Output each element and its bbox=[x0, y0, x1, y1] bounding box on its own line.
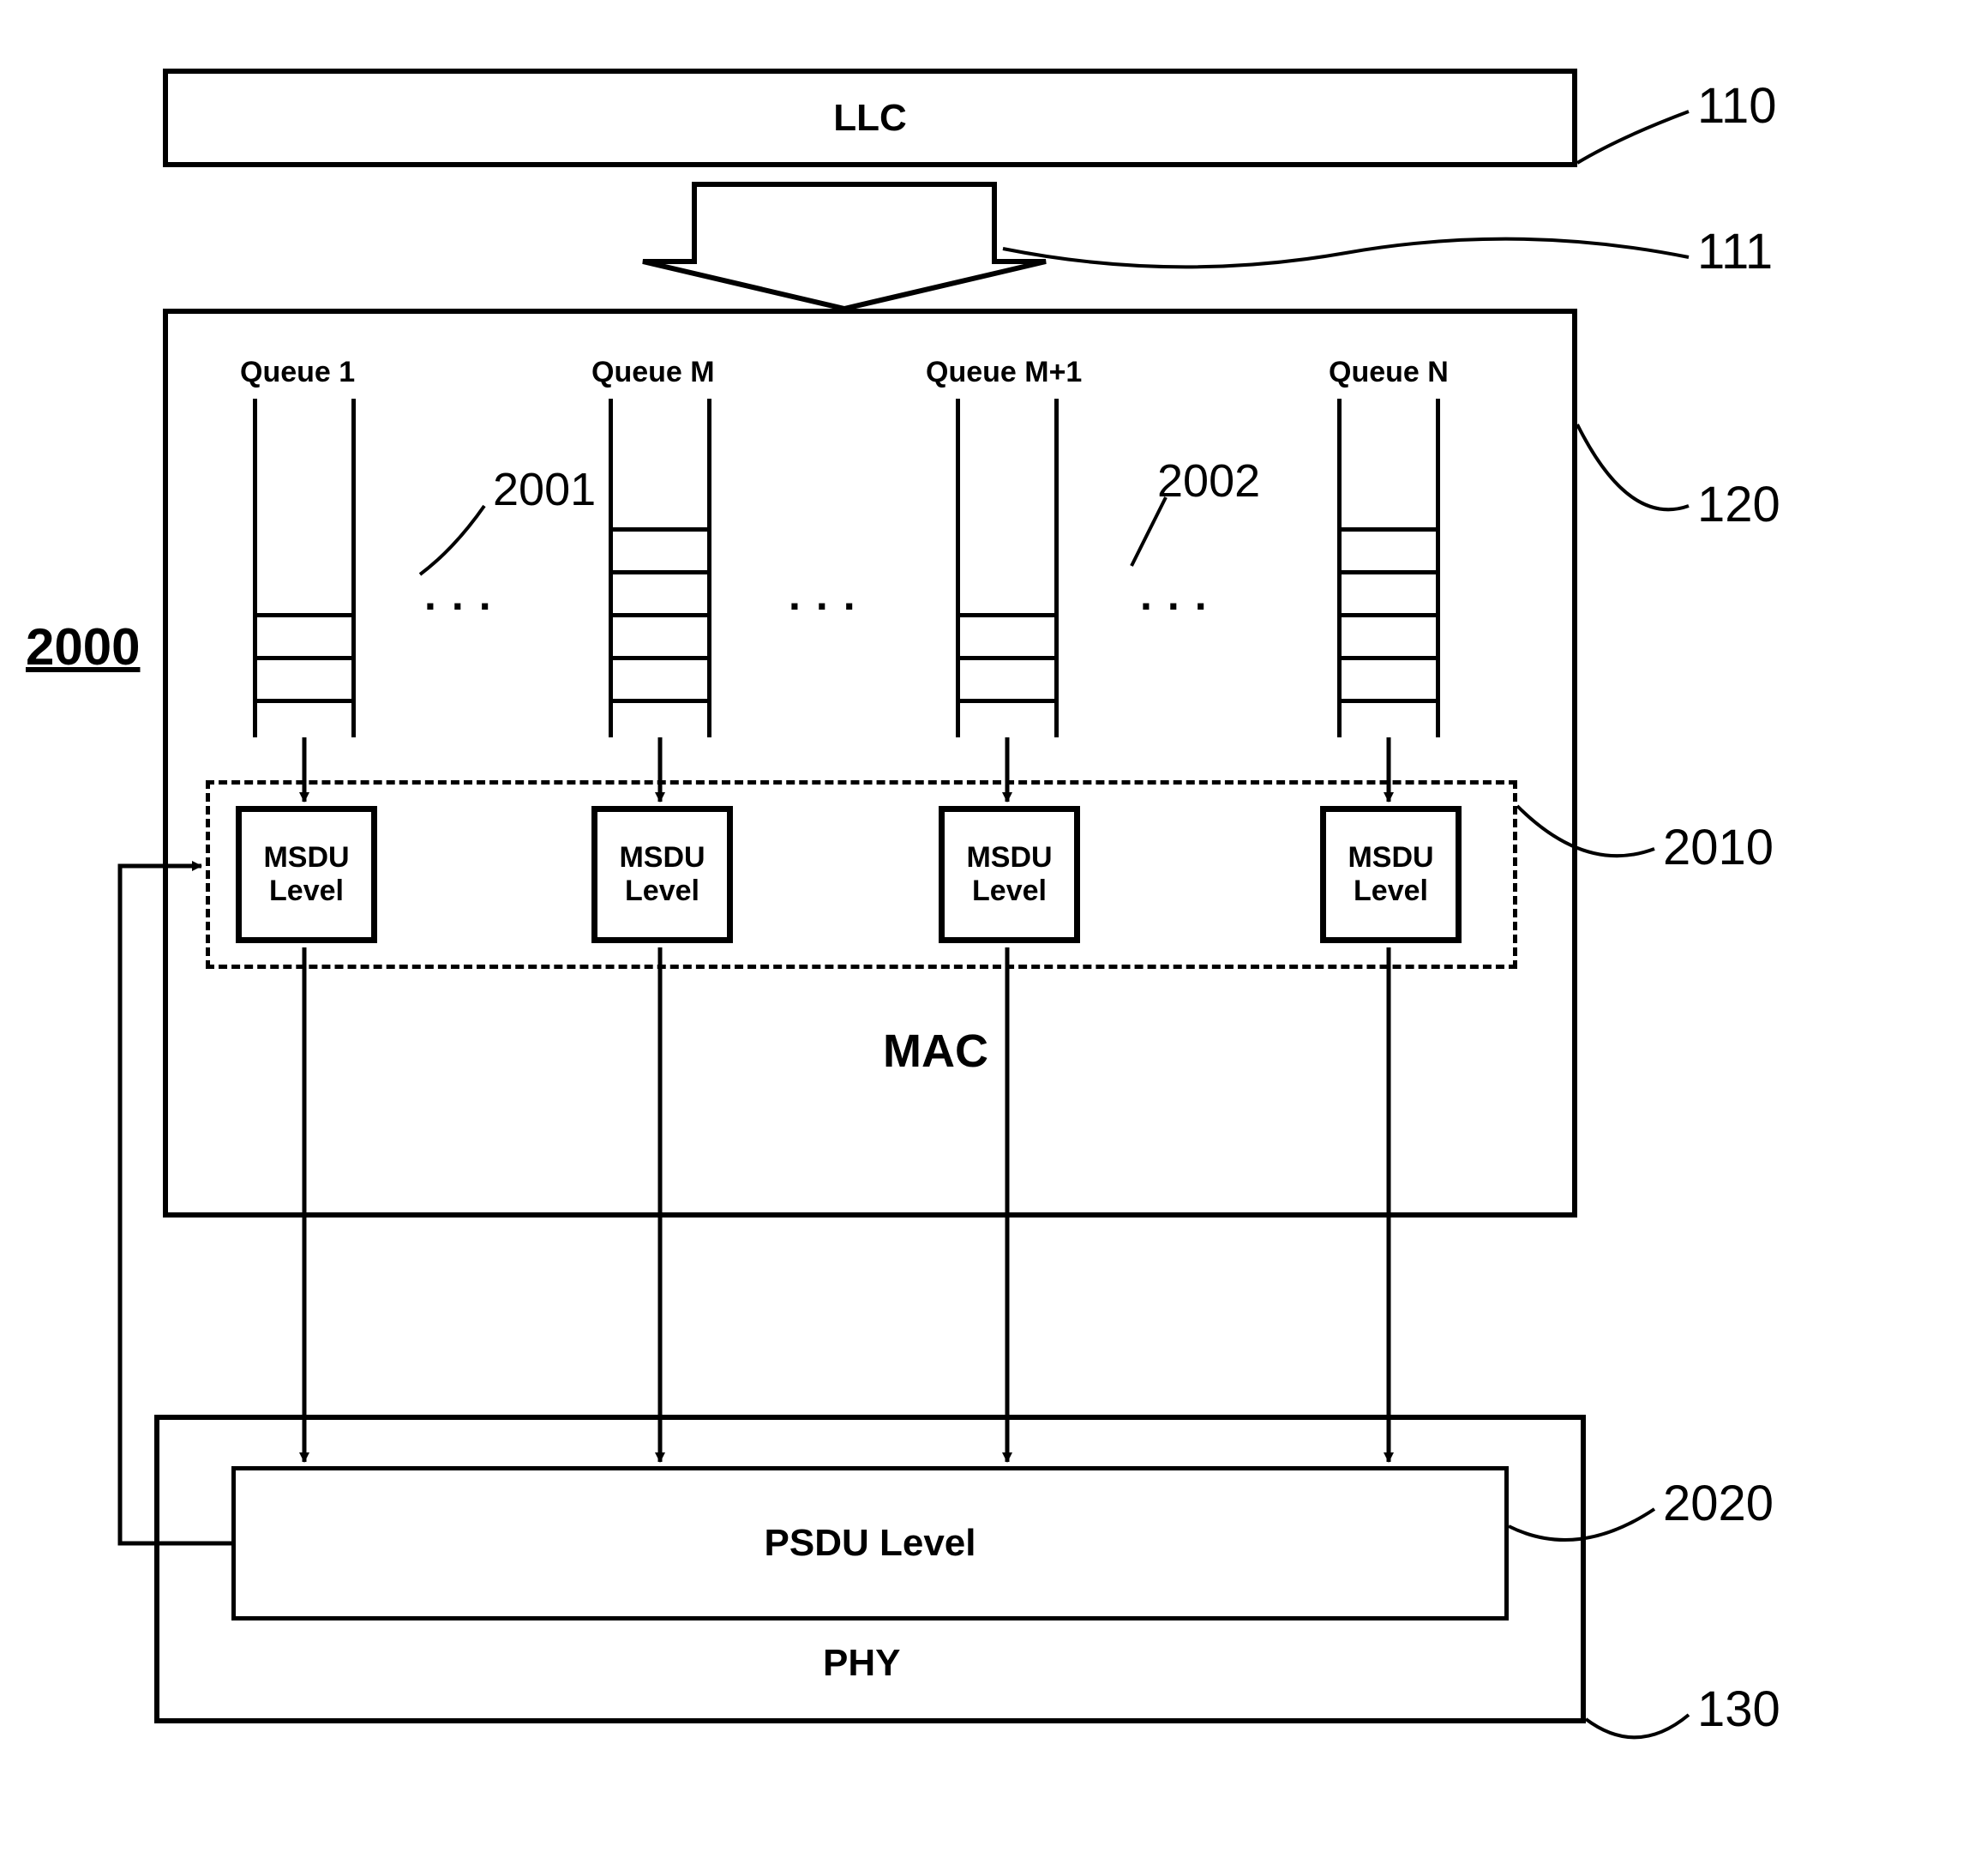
queue-label-1: Queue 1 bbox=[240, 356, 355, 389]
msdu-level-box-4: MSDULevel bbox=[1320, 806, 1462, 943]
ref-2002: 2002 bbox=[1157, 454, 1260, 508]
mac-label: MAC bbox=[883, 1025, 988, 1078]
phy-label: PHY bbox=[823, 1642, 900, 1685]
queue-label-m: Queue M bbox=[591, 356, 715, 389]
ellipsis-2: ... bbox=[789, 570, 871, 620]
llc-box: LLC bbox=[163, 69, 1577, 167]
callout-2010: 2010 bbox=[1663, 819, 1774, 876]
msdu-level-box-2: MSDULevel bbox=[591, 806, 733, 943]
msdu-level-label: MSDULevel bbox=[1348, 841, 1433, 908]
queue-n bbox=[1337, 399, 1440, 737]
figure-number: 2000 bbox=[26, 617, 140, 676]
ellipsis-3: ... bbox=[1140, 570, 1222, 620]
queue-label-m1: Queue M+1 bbox=[926, 356, 1082, 389]
msdu-level-label: MSDULevel bbox=[619, 841, 705, 908]
callout-130: 130 bbox=[1697, 1681, 1780, 1738]
queue-1 bbox=[253, 399, 356, 737]
msdu-level-box-1: MSDULevel bbox=[236, 806, 377, 943]
queue-m bbox=[609, 399, 711, 737]
llc-label: LLC bbox=[833, 97, 907, 140]
ref-2001: 2001 bbox=[493, 463, 596, 516]
psdu-level-label: PSDU Level bbox=[765, 1522, 976, 1565]
queue-label-n: Queue N bbox=[1329, 356, 1449, 389]
queue-m1 bbox=[956, 399, 1059, 737]
msdu-arrow-label: MSDU bbox=[767, 210, 903, 263]
callout-120: 120 bbox=[1697, 476, 1780, 533]
msdu-level-box-3: MSDULevel bbox=[939, 806, 1080, 943]
ellipsis-1: ... bbox=[424, 570, 507, 620]
msdu-level-label: MSDULevel bbox=[263, 841, 349, 908]
msdu-level-label: MSDULevel bbox=[966, 841, 1052, 908]
callout-111: 111 bbox=[1697, 223, 1773, 280]
callout-2020: 2020 bbox=[1663, 1475, 1774, 1532]
diagram-canvas: 2000 LLC MAC Queue 1 Queue M Queue M+1 Q… bbox=[17, 17, 1987, 1859]
psdu-level-box: PSDU Level bbox=[231, 1466, 1509, 1620]
callout-110: 110 bbox=[1697, 77, 1776, 135]
